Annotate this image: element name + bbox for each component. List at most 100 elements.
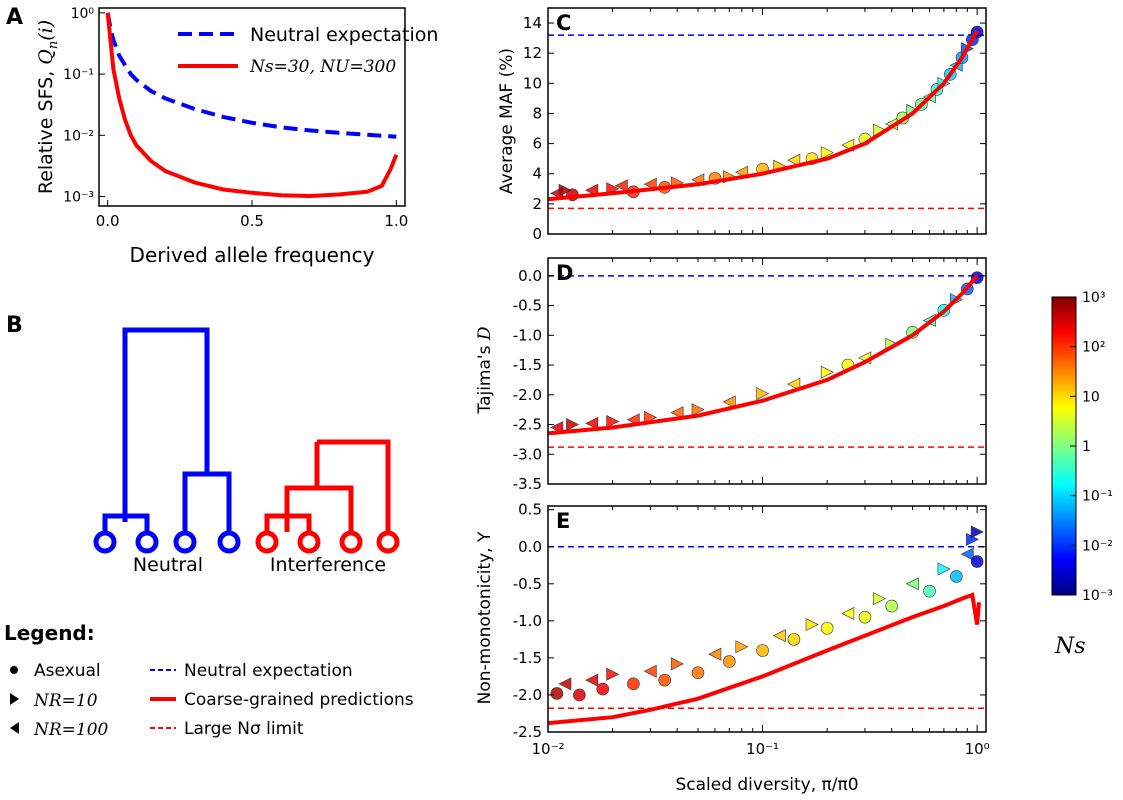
panel-c-ytick-label: 10: [523, 74, 542, 92]
panel-c-point-nr10: [558, 183, 572, 197]
colorbar-ticks: 10³ 10² 10 1 10⁻¹ 10⁻² 10⁻³: [1070, 290, 1113, 604]
panel-e-ytick-label: -2.0: [513, 686, 542, 704]
panel-a-ytick-label: 10⁰: [71, 6, 95, 22]
panel-d-ytick-label: -3.0: [513, 445, 542, 463]
panel-e-xtick-label: 10⁻¹: [746, 740, 779, 758]
panel-e-xlabel: Scaled diversity, π/π0: [675, 775, 858, 795]
panel-e-point-nr10: [735, 640, 749, 654]
panel-e-point-asexual: [820, 621, 834, 635]
panel-e-point-nr10: [805, 618, 819, 632]
panel-c-point-nr100: [787, 153, 801, 167]
panel-letter-c: C: [556, 11, 571, 35]
panel-c-point-nr10: [820, 146, 834, 160]
panel-e-prediction-line: [547, 592, 981, 726]
panel-e-frame: [547, 505, 987, 733]
panel-e-ytick-label: -0.5: [513, 575, 542, 593]
panel-e-point-asexual: [596, 682, 610, 696]
legend-text-limit: Large Nσ limit: [184, 719, 304, 739]
legend-text-asexual: Asexual: [34, 661, 101, 681]
legend-text-nr10: NR=10: [33, 691, 98, 711]
panel-e-point-nr10: [606, 667, 620, 681]
panel-e-point-asexual: [858, 610, 872, 624]
panel-e-point-nr100: [643, 664, 657, 678]
legend-marker-triangle-left: [10, 722, 19, 734]
panel-e-point-nr10: [872, 592, 886, 606]
colorbar-tick-label: 10²: [1082, 340, 1105, 356]
panel-e-point-asexual: [627, 677, 640, 691]
panel-e-point-nr100: [841, 606, 855, 620]
panel-letter-e: E: [556, 509, 570, 533]
panel-letter-b: B: [6, 313, 23, 338]
panel-a-ylabel-arg: (i): [35, 20, 57, 41]
panel-c-point-nr100: [614, 179, 628, 193]
panel-d: -3.5 -3.0 -2.5 -2.0 -1.5 -1.0 -0.5 0.0 D: [513, 257, 987, 493]
panel-e-point-asexual: [923, 584, 936, 598]
panel-c-prediction-line: [547, 29, 979, 202]
panel-d-point-nr10: [691, 403, 705, 417]
panel-a-xlabel: Derived allele frequency: [130, 243, 375, 267]
panel-d-point-nr100: [585, 416, 599, 430]
tree-label-neutral: Neutral: [133, 554, 203, 576]
panel-e-ytick-label: -1.5: [513, 649, 542, 667]
panel-d-point-nr100: [787, 377, 801, 391]
panel-e-point-nr10: [670, 657, 684, 671]
panel-letter-a: A: [6, 5, 23, 30]
panel-d-ytick-label: -0.5: [513, 297, 542, 315]
legend-text-nr100: NR=100: [33, 720, 109, 740]
panel-d-point-nr10: [756, 387, 770, 401]
panel-e-ytick-label: -2.5: [513, 723, 542, 741]
panel-c-frame: [547, 7, 987, 235]
panel-d-point-nr100: [722, 395, 736, 409]
panel-e-ytick-label: 0.5: [518, 501, 542, 519]
panel-e-point-nr100: [585, 673, 599, 687]
panel-e: -2.5 -2.0 -1.5 -1.0 -0.5 0.0 0.5 10⁻² 10⁻¹ 10⁰ E: [513, 501, 990, 758]
panel-d-point-nr10: [566, 418, 580, 432]
panel-a-xtick-label: 1.0: [384, 212, 408, 230]
panel-c-ytick-label: 12: [523, 44, 542, 62]
panel-e-ytick-label: 0.0: [518, 538, 542, 556]
panel-e-point-nr10: [970, 525, 984, 539]
panel-d-ytick-label: 0.0: [518, 267, 542, 285]
panel-c-ytick-label: 0: [532, 225, 542, 243]
panel-d-ytick-label: -2.5: [513, 416, 542, 434]
panel-e-point-asexual: [658, 673, 672, 687]
colorbar-tick-label: 10⁻³: [1082, 588, 1113, 604]
panel-e-point-asexual: [723, 655, 736, 668]
panel-c-ylabel: Average MAF (%): [497, 48, 517, 194]
tree-label-interference: Interference: [270, 554, 386, 576]
panel-d-ytick-label: -3.5: [513, 475, 542, 493]
panel-a-lines: [105, 12, 399, 199]
legend-a-ns-label: Ns=30, NU=300: [249, 57, 396, 77]
colorbar: 10³ 10² 10 1 10⁻¹ 10⁻² 10⁻³ Ns: [1051, 290, 1113, 659]
legend-title: Legend:: [4, 621, 95, 645]
panel-a-xtick-label: 0.0: [96, 212, 120, 230]
panel-c-ytick-label: 2: [532, 195, 542, 213]
panel-e-ytick-label: -1.0: [513, 612, 542, 630]
legend-a-ns-label-text: Ns=30, NU=300: [249, 57, 396, 77]
legend-marker-circle: [10, 666, 18, 674]
panel-c: 0 2 4 6 8 10 12 14 C: [523, 7, 987, 243]
colorbar-label: Ns: [1054, 634, 1086, 659]
colorbar-tick-label: 10⁻¹: [1082, 489, 1113, 505]
colorbar-tick-label: 10: [1082, 389, 1100, 405]
panel-e-point-nr100: [905, 577, 919, 591]
panel-e-xtick-label: 10⁻²: [531, 740, 564, 758]
panel-d-point-nr10: [820, 365, 834, 379]
panel-e-xtick-label: 10⁰: [965, 740, 990, 758]
panel-a-ylabel: Relative SFS, Qn(i): [35, 20, 61, 194]
interference-tree: [255, 439, 400, 554]
panel-c-ytick-label: 14: [523, 14, 542, 32]
panel-e-point-nr100: [708, 647, 722, 661]
ns30-nu300-line: [105, 12, 399, 199]
panel-d-ylabel-symbol: D: [475, 326, 495, 341]
panel-a-ticks: 0.0 0.5 1.0 10⁻³ 10⁻² 10⁻¹ 10⁰: [63, 6, 408, 230]
panel-a-ylabel-symbol: Q: [35, 49, 57, 65]
panel-letter-d: D: [556, 261, 573, 285]
panel-e-point-asexual: [691, 666, 705, 680]
panel-e-point-nr10: [937, 562, 951, 576]
panel-d-point-nr10: [606, 415, 620, 429]
panel-e-point-asexual: [970, 555, 984, 568]
panel-a: 0.0 0.5 1.0 10⁻³ 10⁻² 10⁻¹ 10⁰ Neutral expecta…: [35, 6, 438, 267]
panel-c-ytick-label: 6: [532, 135, 542, 153]
panel-e-point-asexual: [787, 633, 801, 646]
